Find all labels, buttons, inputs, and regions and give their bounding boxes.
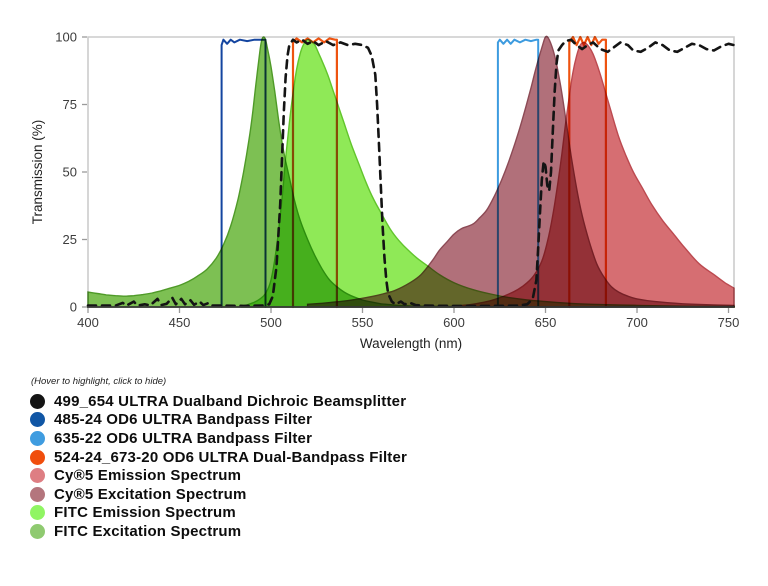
x-tick-label: 700 — [626, 315, 648, 330]
legend-item[interactable]: 485-24 OD6 ULTRA Bandpass Filter — [30, 411, 730, 430]
legend-item-label: 524-24_673-20 OD6 ULTRA Dual-Bandpass Fi… — [54, 448, 408, 466]
legend-items: 499_654 ULTRA Dualband Dichroic Beamspli… — [30, 392, 730, 541]
bp635-filter-curve[interactable] — [496, 38, 540, 308]
cy5-emission-curve[interactable] — [453, 41, 735, 308]
x-tick-label: 600 — [443, 315, 465, 330]
legend-item[interactable]: 524-24_673-20 OD6 ULTRA Dual-Bandpass Fi… — [30, 448, 730, 467]
legend-item-label: Cy®5 Excitation Spectrum — [54, 485, 247, 503]
legend-item-label: 499_654 ULTRA Dualband Dichroic Beamspli… — [54, 392, 407, 410]
y-axis-title: Transmission (%) — [30, 120, 45, 225]
y-tick-label: 100 — [55, 30, 77, 45]
legend-item-label: 485-24 OD6 ULTRA Bandpass Filter — [54, 411, 313, 429]
y-tick-label: 0 — [70, 300, 77, 315]
x-axis-title: Wavelength (nm) — [360, 336, 462, 351]
legend-item[interactable]: Cy®5 Emission Spectrum — [30, 466, 730, 485]
dualband-filter-curve[interactable] — [291, 37, 338, 309]
x-tick-label: 500 — [260, 315, 282, 330]
chart-canvas[interactable]: 400 450 500 550 600 650 700 750 0 25 50 75 100 Wavele… — [0, 0, 768, 362]
legend-item-label: FITC Emission Spectrum — [54, 504, 236, 522]
legend-item[interactable]: FITC Emission Spectrum — [30, 504, 730, 523]
x-tick-label: 550 — [352, 315, 374, 330]
legend-swatch — [30, 486, 45, 502]
y-tick-label: 25 — [63, 232, 77, 247]
dichroic-beamsplitter-curve[interactable] — [86, 38, 736, 308]
plot-frame — [87, 36, 735, 307]
legend-item[interactable]: Cy®5 Excitation Spectrum — [30, 485, 730, 504]
x-tick-label: 400 — [77, 315, 99, 330]
legend-item[interactable]: FITC Excitation Spectrum — [30, 522, 730, 541]
legend-swatch — [30, 430, 45, 446]
legend-swatch — [30, 393, 45, 409]
x-tick-label: 750 — [718, 315, 740, 330]
legend-swatch — [30, 468, 45, 484]
legend-swatch — [30, 523, 45, 539]
legend-swatch — [30, 449, 45, 465]
legend-swatch — [30, 412, 45, 428]
legend-item[interactable]: 635-22 OD6 ULTRA Bandpass Filter — [30, 429, 730, 448]
transmission-chart[interactable]: 400 450 500 550 600 650 700 750 0 25 50 75 100 Wavele… — [0, 0, 768, 362]
y-tick-label: 50 — [63, 165, 77, 180]
x-tick-label: 450 — [169, 315, 191, 330]
legend-hint: (Hover to highlight, click to hide) — [31, 376, 167, 387]
legend-item[interactable]: 499_654 ULTRA Dualband Dichroic Beamspli… — [30, 392, 730, 411]
legend-item-label: FITC Excitation Spectrum — [54, 522, 242, 540]
legend-swatch — [30, 505, 45, 521]
x-tick-label: 650 — [535, 315, 557, 330]
legend: (Hover to highlight, click to hide) 499_… — [30, 376, 730, 541]
legend-item-label: 635-22 OD6 ULTRA Bandpass Filter — [54, 429, 313, 447]
legend-item-label: Cy®5 Emission Spectrum — [54, 467, 242, 485]
dualband-filter-curve[interactable] — [568, 35, 607, 309]
y-tick-label: 75 — [63, 97, 77, 112]
